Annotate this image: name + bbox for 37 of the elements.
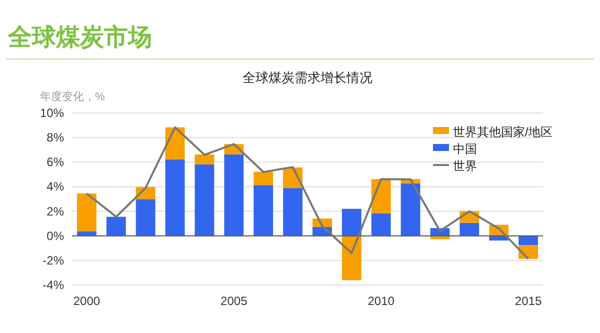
bar — [165, 159, 185, 236]
bar — [400, 183, 420, 236]
x-tick-label: 2010 — [368, 294, 395, 308]
bar — [518, 236, 538, 246]
bar — [194, 154, 214, 164]
chart-title: 全球煤炭市场 — [7, 24, 152, 51]
y-tick-label: 4% — [46, 180, 64, 194]
chart-subtitle: 全球煤炭需求增长情况 — [242, 70, 372, 85]
legend-label: 世界 — [453, 159, 477, 173]
bar — [136, 199, 156, 236]
y-tick-label: 2% — [46, 204, 64, 218]
bar — [283, 188, 302, 236]
bar — [106, 216, 126, 236]
bar — [371, 213, 391, 236]
bar — [194, 164, 214, 236]
y-tick-label: 6% — [46, 155, 64, 170]
y-axis-title: 年度变化，% — [40, 90, 105, 103]
bar — [342, 236, 362, 280]
x-tick-label: 2000 — [73, 294, 100, 308]
x-tick-label: 2015 — [514, 294, 542, 308]
bar — [342, 208, 362, 236]
bar — [77, 193, 96, 232]
x-tick-label: 2005 — [220, 294, 248, 308]
bar — [224, 154, 244, 236]
bar — [254, 185, 274, 236]
y-tick-label: 0% — [46, 228, 64, 243]
legend-label: 世界其他国家/地区 — [453, 125, 552, 139]
legend-label: 中国 — [453, 142, 477, 156]
bar — [371, 179, 391, 214]
y-tick-label: 8% — [46, 130, 64, 145]
bar — [518, 245, 538, 259]
y-tick-label: -2% — [42, 253, 64, 268]
y-tick-label: 10% — [40, 106, 64, 120]
bar — [254, 172, 274, 186]
y-tick-label: -4% — [42, 278, 64, 292]
bar — [460, 222, 480, 236]
bar — [77, 231, 96, 236]
